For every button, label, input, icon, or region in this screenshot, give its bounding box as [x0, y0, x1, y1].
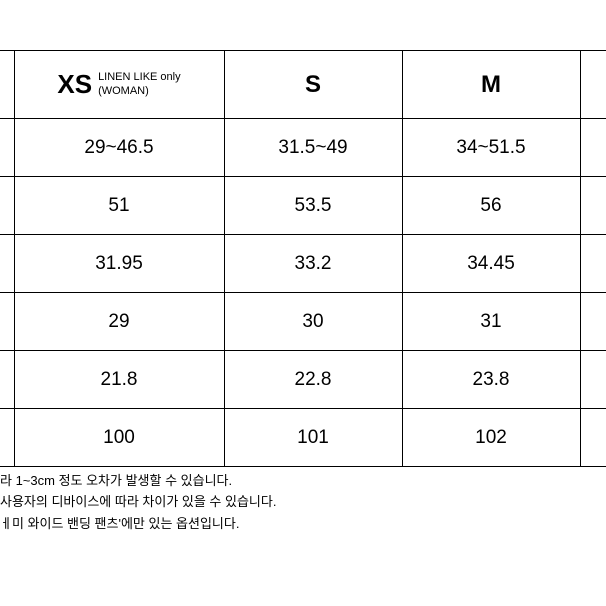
cell-stub [580, 293, 606, 351]
cell-stub [0, 177, 14, 235]
cell-stub [0, 235, 14, 293]
header-xs-main: XS [57, 69, 92, 100]
cell-xs: 31.95 [14, 235, 224, 293]
cell-stub [0, 351, 14, 409]
table-header-row: XS LINEN LIKE only (WOMAN) S M [0, 51, 606, 119]
note-line-2: 사용자의 디바이스에 따라 차이가 있을 수 있습니다. [0, 491, 276, 512]
cell-s: 31.5~49 [224, 119, 402, 177]
cell-xs: 29~46.5 [14, 119, 224, 177]
size-table: XS LINEN LIKE only (WOMAN) S M 29~46.5 3… [0, 50, 606, 467]
cell-m: 34.45 [402, 235, 580, 293]
cell-m: 56 [402, 177, 580, 235]
cell-m: 102 [402, 409, 580, 467]
size-table-container: XS LINEN LIKE only (WOMAN) S M 29~46.5 3… [0, 50, 606, 467]
header-m: M [402, 51, 580, 119]
header-xs-sub2: (WOMAN) [98, 85, 181, 99]
cell-s: 33.2 [224, 235, 402, 293]
cell-stub [580, 235, 606, 293]
cell-stub [0, 293, 14, 351]
cell-stub [580, 351, 606, 409]
table-row: 51 53.5 56 [0, 177, 606, 235]
header-stub-right [580, 51, 606, 119]
header-stub-left [0, 51, 14, 119]
cell-xs: 51 [14, 177, 224, 235]
cell-s: 30 [224, 293, 402, 351]
cell-xs: 100 [14, 409, 224, 467]
header-s: S [224, 51, 402, 119]
table-row: 100 101 102 [0, 409, 606, 467]
cell-stub [580, 177, 606, 235]
cell-xs: 29 [14, 293, 224, 351]
cell-stub [580, 409, 606, 467]
cell-stub [0, 409, 14, 467]
cell-m: 31 [402, 293, 580, 351]
table-row: 21.8 22.8 23.8 [0, 351, 606, 409]
header-xs: XS LINEN LIKE only (WOMAN) [14, 51, 224, 119]
note-line-3: ㅔ미 와이드 밴딩 팬츠'에만 있는 옵션입니다. [0, 513, 276, 534]
cell-s: 53.5 [224, 177, 402, 235]
note-line-1: 라 1~3cm 정도 오차가 발생할 수 있습니다. [0, 470, 276, 491]
cell-s: 101 [224, 409, 402, 467]
cell-m: 23.8 [402, 351, 580, 409]
table-row: 29 30 31 [0, 293, 606, 351]
cell-s: 22.8 [224, 351, 402, 409]
table-row: 31.95 33.2 34.45 [0, 235, 606, 293]
cell-m: 34~51.5 [402, 119, 580, 177]
header-xs-sub: LINEN LIKE only (WOMAN) [98, 71, 181, 99]
table-row: 29~46.5 31.5~49 34~51.5 [0, 119, 606, 177]
header-xs-sub1: LINEN LIKE only [98, 71, 181, 85]
notes-block: 라 1~3cm 정도 오차가 발생할 수 있습니다. 사용자의 디바이스에 따라… [0, 470, 276, 534]
cell-stub [0, 119, 14, 177]
cell-stub [580, 119, 606, 177]
cell-xs: 21.8 [14, 351, 224, 409]
